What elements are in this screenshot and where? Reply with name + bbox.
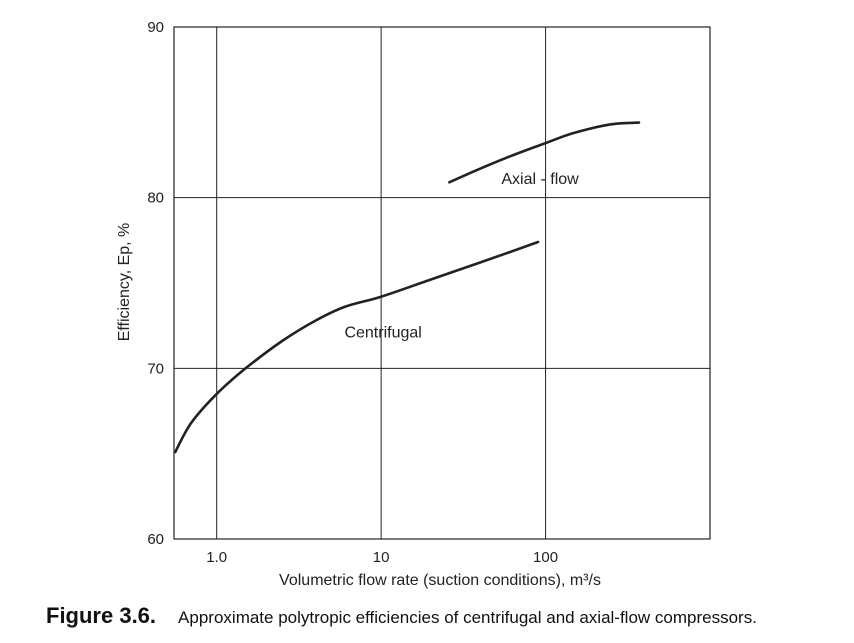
y-tick-label: 60 — [147, 531, 164, 548]
centrifugal-curve — [174, 240, 540, 454]
figure-number: Figure 3.6. — [46, 603, 157, 628]
x-tick-label: 100 — [533, 549, 558, 566]
y-tick-label: 70 — [147, 360, 164, 377]
series-label-axial-flow: Axial - flow — [501, 171, 579, 188]
x-tick-label: 1.0 — [206, 549, 227, 566]
chart: 1.0 10 100 60 70 80 90 Volumetric flow rate (s… — [116, 19, 711, 589]
axial-flow-curve — [448, 121, 641, 184]
figure-caption-text: Approximate polytropic efficiencies of c… — [178, 608, 757, 627]
series-lines — [174, 121, 641, 454]
plot-frame — [173, 26, 711, 540]
tick-labels: 1.0 10 100 60 70 80 90 — [147, 19, 558, 566]
x-axis-title: Volumetric flow rate (suction conditions… — [279, 572, 601, 589]
grid-lines — [174, 27, 710, 539]
series-label-centrifugal: Centrifugal — [344, 324, 421, 341]
y-tick-label: 90 — [147, 19, 164, 36]
x-tick-label: 10 — [373, 549, 390, 566]
y-tick-label: 80 — [147, 190, 164, 207]
y-axis-title: Efficiency, Ep, % — [116, 223, 133, 342]
figure-caption: Figure 3.6. Approximate polytropic effici… — [46, 603, 757, 629]
